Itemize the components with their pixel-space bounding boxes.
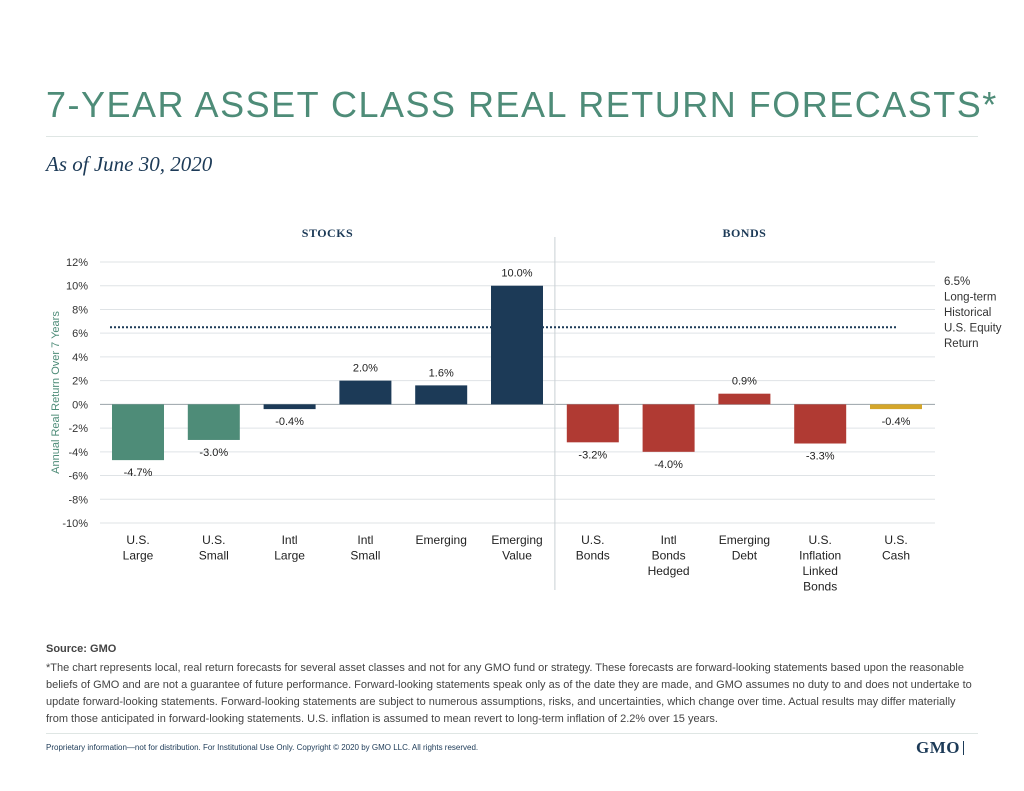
x-tick-label: U.S. [809, 533, 832, 547]
x-tick-label: Emerging [491, 533, 542, 547]
x-tick-label: Emerging [719, 533, 770, 547]
logo-divider [963, 741, 964, 755]
y-tick-label: 10% [66, 281, 88, 293]
group-header: STOCKS [302, 226, 353, 240]
gmo-logo: GMO [916, 738, 960, 757]
x-tick-label: Hedged [648, 564, 690, 578]
footnote: *The chart represents local, real return… [46, 662, 972, 725]
x-tick-label: Small [350, 549, 380, 563]
x-tick-label: Cash [882, 549, 910, 563]
copyright-notice: Proprietary information—not for distribu… [46, 743, 479, 752]
bar [263, 404, 316, 410]
y-tick-label: 2% [72, 376, 88, 388]
page-subtitle: As of June 30, 2020 [46, 152, 213, 176]
bar [187, 404, 240, 440]
reference-line-label: Long-term [944, 292, 996, 304]
data-label: 10.0% [501, 268, 532, 280]
bar [794, 404, 847, 444]
title-divider [46, 136, 978, 137]
y-tick-label: -8% [68, 494, 88, 506]
y-tick-label: -6% [68, 471, 88, 483]
bar [112, 404, 164, 461]
source-note: Source: GMO [46, 643, 117, 655]
data-label: -3.0% [199, 447, 228, 459]
y-tick-label: -10% [62, 518, 88, 530]
y-tick-label: -2% [68, 423, 88, 435]
x-tick-label: Large [123, 549, 154, 563]
data-label: -4.0% [654, 459, 683, 471]
reference-line-label: U.S. Equity [944, 323, 1002, 335]
data-label: -3.2% [578, 449, 607, 461]
bar [870, 404, 922, 410]
y-tick-label: 0% [72, 399, 88, 411]
reference-line-label: Return [944, 338, 979, 350]
x-tick-label: Debt [732, 549, 758, 563]
x-tick-label: U.S. [126, 533, 149, 547]
x-tick-label: Linked [803, 564, 838, 578]
footer-divider [46, 733, 978, 734]
x-tick-label: Emerging [416, 533, 467, 547]
x-tick-label: Large [274, 549, 305, 563]
bar [415, 385, 468, 405]
page-title: 7-YEAR ASSET CLASS REAL RETURN FORECASTS… [46, 84, 998, 125]
bar [339, 380, 392, 405]
data-label: 1.6% [429, 367, 454, 379]
bar [566, 404, 619, 443]
x-tick-label: Bonds [652, 549, 686, 563]
x-tick-label: U.S. [884, 533, 907, 547]
data-label: -0.4% [275, 416, 304, 428]
y-axis-label: Annual Real Return Over 7 Years [50, 311, 62, 474]
data-label: 0.9% [732, 376, 757, 388]
group-header: BONDS [722, 226, 766, 240]
bar [718, 393, 771, 405]
reference-line-label: 6.5% [944, 276, 970, 288]
y-tick-label: -4% [68, 447, 88, 459]
x-tick-label: Intl [661, 533, 677, 547]
data-label: -0.4% [882, 416, 911, 428]
data-label: -4.7% [124, 467, 153, 479]
x-tick-label: U.S. [581, 533, 604, 547]
x-tick-label: Inflation [799, 549, 841, 563]
reference-line-label: Historical [944, 307, 991, 319]
x-tick-label: Value [502, 549, 532, 563]
y-tick-label: 4% [72, 352, 88, 364]
bar [491, 285, 543, 405]
x-tick-label: Bonds [803, 580, 837, 594]
x-tick-label: Bonds [576, 549, 610, 563]
x-tick-label: Intl [357, 533, 373, 547]
x-tick-label: Small [199, 549, 229, 563]
y-tick-label: 6% [72, 328, 88, 340]
y-tick-label: 8% [72, 304, 88, 316]
data-label: -3.3% [806, 451, 835, 463]
x-tick-label: U.S. [202, 533, 225, 547]
bar [642, 404, 695, 452]
y-tick-label: 12% [66, 257, 88, 269]
bar-chart: 12% 10% 8% 6% 4% 2% 0% -2% -4% -6% -8% -10% Annual R… [50, 226, 1002, 594]
x-tick-label: Intl [282, 533, 298, 547]
data-label: 2.0% [353, 363, 378, 375]
